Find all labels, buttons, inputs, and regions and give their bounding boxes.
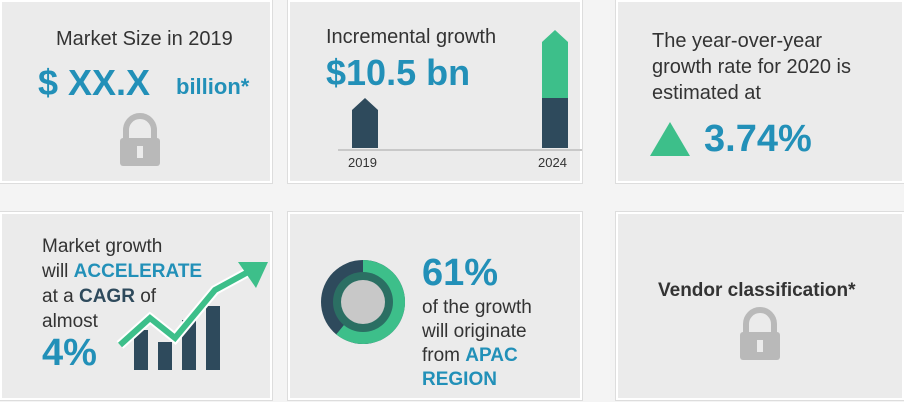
text: from (422, 345, 460, 366)
line: will ACCELERATE (42, 259, 202, 284)
value: 3.74% (704, 118, 812, 160)
panel (288, 0, 582, 183)
line: growth rate for 2020 is (652, 56, 851, 78)
line: The year-over-year (652, 30, 823, 52)
value: 61% (422, 252, 499, 294)
title: Vendor classification* (658, 280, 856, 301)
text: at a (42, 286, 74, 307)
line: at a CAGR of (42, 284, 202, 309)
line: almost (42, 311, 98, 332)
line: from APAC (422, 344, 532, 368)
line: REGION (422, 369, 497, 390)
donut (321, 260, 405, 344)
panel (616, 212, 904, 400)
year-label: 2019 (348, 155, 377, 170)
growth-bars (338, 30, 582, 151)
value: $10.5 bn (326, 52, 471, 93)
cagr-graphic (116, 262, 268, 370)
line: estimated at (652, 82, 761, 104)
value: 4% (42, 332, 97, 374)
text-lines: of the growth will originate from APAC R… (422, 296, 532, 392)
donut-center (341, 280, 385, 324)
text: will (42, 261, 69, 282)
lock-icon (120, 113, 160, 166)
line: Market growth (42, 236, 163, 257)
line: of the growth (422, 297, 532, 318)
up-triangle (650, 122, 690, 156)
emphasis: ACCELERATE (73, 261, 203, 282)
text-lines: Market growth will ACCELERATE at a CAGR … (42, 234, 202, 334)
value: $ XX.X (38, 62, 151, 103)
text: of (140, 286, 157, 307)
unit: billion* (176, 74, 250, 99)
emphasis: CAGR (78, 286, 135, 307)
year-label: 2024 (538, 155, 567, 170)
lock-icon (740, 307, 780, 360)
line: will originate (422, 321, 527, 342)
title: Incremental growth (326, 26, 497, 48)
title: Market Size in 2019 (56, 28, 233, 50)
emphasis: APAC (465, 345, 518, 366)
text-lines: The year-over-year growth rate for 2020 … (652, 28, 851, 106)
